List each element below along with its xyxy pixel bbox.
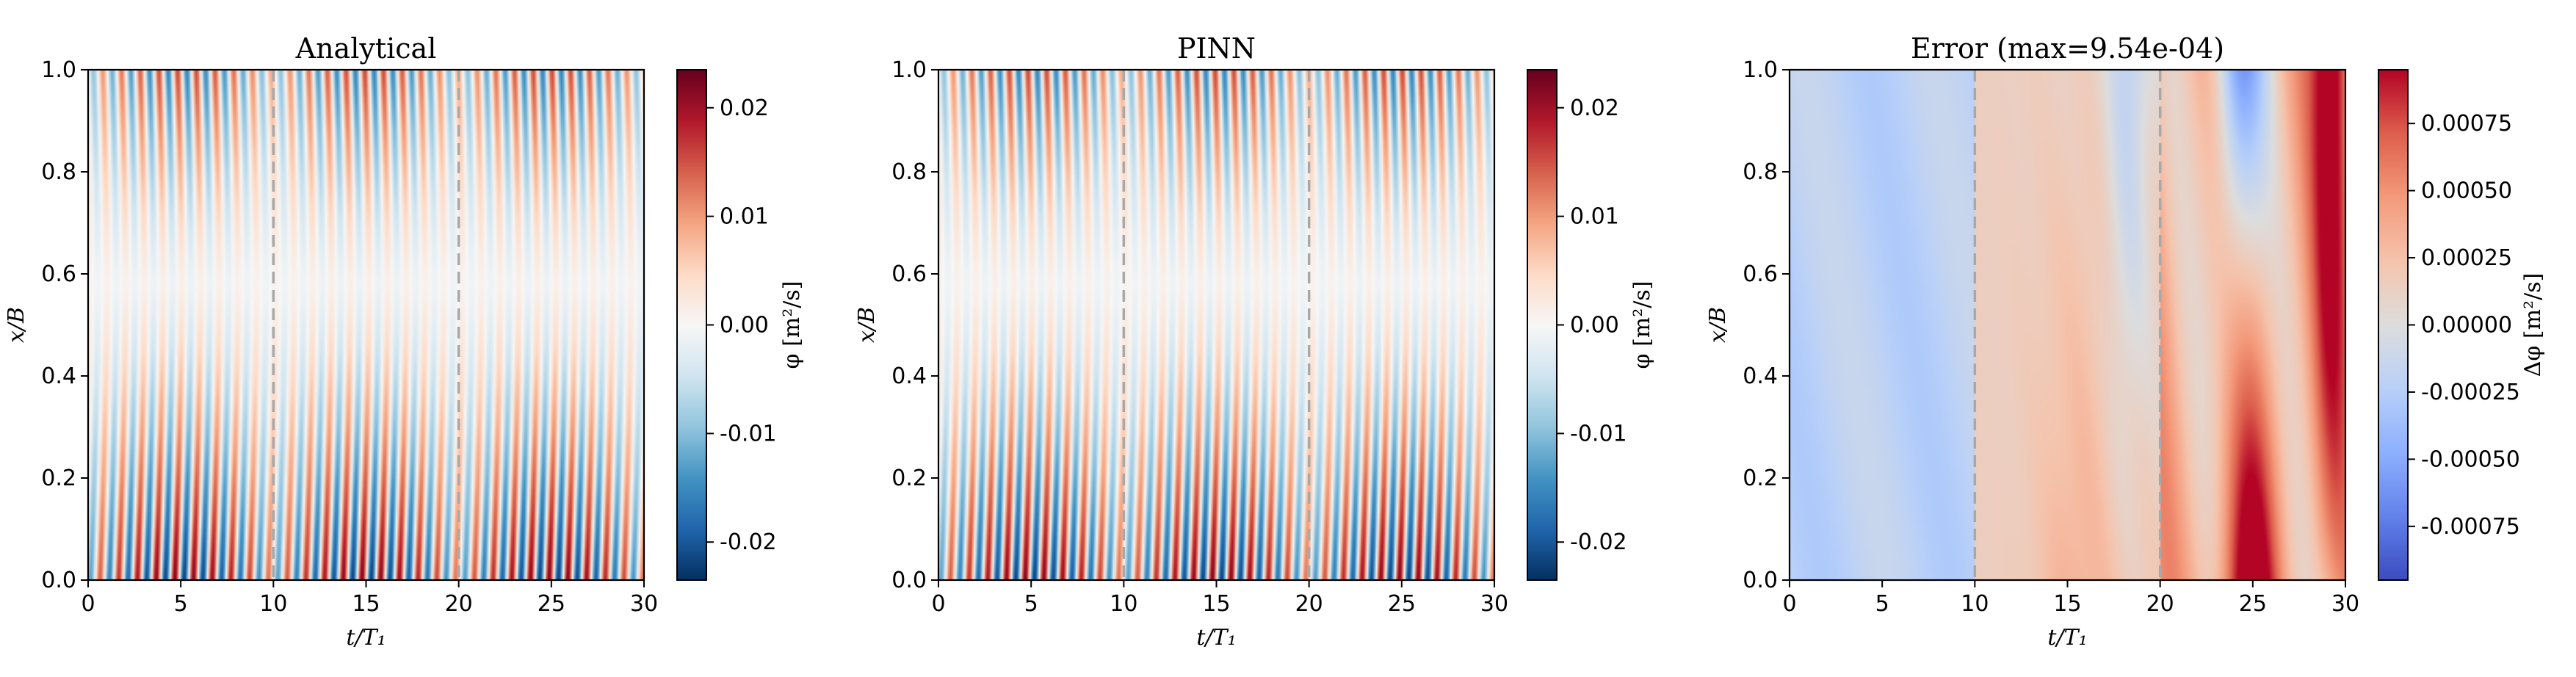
- x-tick-label: 0: [81, 591, 95, 617]
- x-tick-label: 25: [2239, 591, 2267, 617]
- colorbar-tick-label: -0.00075: [2421, 514, 2520, 540]
- x-tick-label: 30: [1480, 591, 1508, 617]
- panel-title: Analytical: [295, 32, 437, 65]
- colorbar-tick-label: 0.00: [720, 313, 769, 338]
- x-axis-label: t/T₁: [1196, 625, 1236, 651]
- panel-2: PINN 0 5 10 15 20 25 30 0.0 0.2 0.4 0.6 0.8 1.0 t/T₁ x/…: [854, 32, 1655, 651]
- x-tick-label: 10: [1961, 591, 1989, 617]
- y-tick-label: 1.0: [891, 57, 927, 83]
- y-tick-label: 0.8: [41, 159, 76, 185]
- colorbar-tick-label: -0.01: [720, 421, 777, 446]
- x-tick-label: 0: [931, 591, 945, 617]
- colorbar-tick-label: 0.02: [720, 95, 769, 121]
- y-tick-label: 0.6: [41, 261, 76, 287]
- y-tick-label: 0.2: [891, 466, 927, 491]
- colorbar-label: Δφ [m²/s]: [2520, 273, 2546, 377]
- y-tick-label: 0.8: [891, 159, 927, 185]
- x-tick-label: 10: [259, 591, 287, 617]
- colorbar-tick-label: 0.00075: [2421, 111, 2512, 137]
- colorbar-tick-label: -0.00025: [2421, 380, 2520, 405]
- heatmap-image: [88, 70, 644, 580]
- y-tick-label: 0.2: [1743, 466, 1778, 491]
- panel-3: Error (max=9.54e-04) 0 5 10 15 20 25 30 0.0 0.2 0.…: [1705, 32, 2546, 651]
- x-tick-label: 15: [352, 591, 380, 617]
- heatmap-image: [1790, 70, 2345, 580]
- colorbar-tick-label: 0.00050: [2421, 178, 2512, 204]
- y-tick-label: 0.4: [891, 363, 927, 389]
- colorbar-tick-label: -0.02: [720, 529, 777, 555]
- x-tick-label: 20: [2146, 591, 2174, 617]
- y-tick-label: 0.0: [891, 568, 927, 593]
- x-tick-label: 20: [1295, 591, 1323, 617]
- colorbar-tick-label: 0.00025: [2421, 245, 2512, 271]
- x-axis-label: t/T₁: [346, 625, 386, 651]
- colorbar-tick-label: 0.00000: [2421, 313, 2512, 338]
- colorbar-tick-label: 0.02: [1570, 95, 1619, 121]
- x-tick-label: 25: [538, 591, 565, 617]
- colorbar-tick-label: 0.00: [1570, 313, 1619, 338]
- x-tick-label: 5: [1875, 591, 1889, 617]
- colorbar-gradient: [677, 70, 706, 580]
- y-axis-label: x/B: [1705, 307, 1731, 343]
- colorbar-tick-label: 0.01: [720, 204, 769, 230]
- colorbar: -0.02 -0.01 0.00 0.01 0.02 φ [m²/s]: [1527, 69, 1655, 581]
- x-tick-label: 10: [1110, 591, 1137, 617]
- x-tick-label: 15: [1202, 591, 1230, 617]
- x-tick-label: 15: [2053, 591, 2081, 617]
- y-tick-label: 0.4: [1743, 363, 1778, 389]
- y-tick-label: 0.6: [1743, 261, 1778, 287]
- heatmap-image: [938, 70, 1494, 580]
- x-tick-label: 25: [1388, 591, 1416, 617]
- y-tick-label: 0.6: [891, 261, 927, 287]
- x-tick-label: 30: [630, 591, 658, 617]
- y-axis-label: x/B: [4, 307, 29, 343]
- y-tick-label: 1.0: [1743, 57, 1778, 83]
- y-tick-label: 0.0: [1743, 568, 1778, 593]
- panel-title: PINN: [1177, 32, 1256, 65]
- colorbar-gradient: [2378, 70, 2408, 580]
- x-tick-label: 5: [174, 591, 188, 617]
- x-tick-label: 20: [445, 591, 473, 617]
- colorbar-gradient: [1527, 70, 1557, 580]
- x-axis-label: t/T₁: [2047, 625, 2087, 651]
- colorbar-label: φ [m²/s]: [1629, 281, 1655, 369]
- y-tick-label: 0.8: [1743, 159, 1778, 185]
- x-tick-label: 0: [1782, 591, 1796, 617]
- colorbar: -0.02 -0.01 0.00 0.01 0.02 φ [m²/s]: [676, 69, 805, 581]
- y-tick-label: 0.2: [41, 466, 76, 491]
- panel-title: Error (max=9.54e-04): [1911, 32, 2224, 65]
- panel-1: Analytical 0 5 10 15 20 25 30 0.0 0.2 0.4 0.6 0.8 1.0…: [4, 32, 805, 651]
- colorbar: -0.00075 -0.00050 -0.00025 0.00000 0.00025 0.…: [2378, 69, 2546, 581]
- colorbar-label: φ [m²/s]: [779, 281, 805, 369]
- y-axis-label: x/B: [854, 307, 880, 343]
- colorbar-tick-label: -0.00050: [2421, 446, 2520, 472]
- y-tick-label: 0.4: [41, 363, 76, 389]
- y-tick-label: 1.0: [41, 57, 76, 83]
- x-tick-label: 30: [2331, 591, 2359, 617]
- x-tick-label: 5: [1024, 591, 1038, 617]
- colorbar-tick-label: -0.02: [1570, 529, 1627, 555]
- y-tick-label: 0.0: [41, 568, 76, 593]
- colorbar-tick-label: 0.01: [1570, 204, 1619, 230]
- colorbar-tick-label: -0.01: [1570, 421, 1627, 446]
